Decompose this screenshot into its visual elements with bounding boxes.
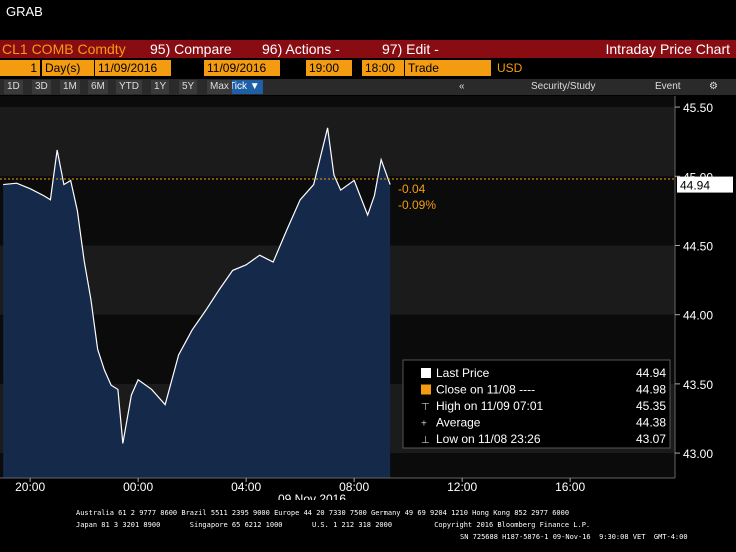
change-pct-label: -0.09% — [398, 198, 436, 212]
range-button[interactable]: 3D — [32, 80, 51, 94]
legend-swatch — [421, 368, 431, 378]
compare-menu[interactable]: 95) Compare — [150, 41, 232, 57]
range-button[interactable]: 1D — [4, 80, 23, 94]
x-tick-label: 00:00 — [123, 480, 153, 494]
chart: -0.04-0.09%43.0043.5044.0044.5045.0045.5… — [0, 96, 733, 500]
range-button[interactable]: 1Y — [151, 80, 170, 94]
security-study-button[interactable]: Security/Study — [531, 81, 596, 92]
settings-icon[interactable]: ⚙ — [709, 81, 718, 92]
legend-label: Close on 11/08 ---- — [436, 383, 535, 397]
legend-swatch — [421, 384, 431, 395]
edit-menu[interactable]: 97) Edit - — [382, 41, 439, 57]
y-tick-label: 43.00 — [683, 447, 713, 461]
ticker[interactable]: CL1 COMB Comdty — [2, 41, 126, 57]
legend-value: 44.94 — [636, 366, 666, 380]
legend: Last Price 44.94 Close on 11/08 ---- 44.98 ⊤… — [402, 359, 671, 449]
legend-icon: ⊤ — [421, 402, 430, 413]
footer-line: Australia 61 2 9777 8600 Brazil 5511 239… — [76, 509, 570, 517]
legend-icon: + — [421, 419, 427, 430]
range-button[interactable]: Max — [207, 80, 232, 94]
x-tick-label: 20:00 — [15, 480, 45, 494]
footer-line: Japan 81 3 3201 8900 Singapore 65 6212 1… — [76, 521, 591, 529]
range-button[interactable]: 6M — [88, 80, 108, 94]
x-axis-label: 09 Nov 2016 — [278, 492, 346, 500]
tick-button[interactable]: Tick ▼ — [226, 80, 263, 94]
legend-value: 43.07 — [636, 432, 666, 446]
legend-value: 45.35 — [636, 399, 666, 413]
period-unit[interactable]: Day(s) — [42, 60, 94, 76]
x-tick-label: 04:00 — [231, 480, 261, 494]
end-date[interactable]: 11/09/2016 — [204, 60, 280, 76]
menu-bar: CL1 COMB Comdty 95) Compare 96) Actions … — [0, 40, 736, 58]
range-button[interactable]: 1M — [60, 80, 80, 94]
grid-band — [0, 107, 675, 177]
x-tick-label: 16:00 — [555, 480, 585, 494]
field-select[interactable]: Trade — [405, 60, 491, 76]
settings-row: 1 Day(s) 11/09/2016 - 11/09/2016 19:00 -… — [0, 60, 736, 218]
legend-value: 44.98 — [636, 383, 666, 397]
event-button[interactable]: Event — [655, 81, 681, 92]
legend-label: Average — [436, 416, 481, 430]
footer-line: SN 725688 H187-5876-1 09-Nov-16 9:30:08 … — [460, 533, 688, 541]
panel-title: Intraday Price Chart — [605, 41, 731, 57]
x-tick-label: 08:00 — [339, 480, 369, 494]
y-tick-label: 43.50 — [683, 378, 713, 392]
currency: USD — [497, 61, 523, 75]
y-tick-label: 45.50 — [683, 101, 713, 115]
y-tick-label: 44.00 — [683, 309, 713, 323]
legend-label: High on 11/09 07:01 — [436, 399, 544, 413]
window-title: GRAB — [6, 4, 43, 19]
actions-menu[interactable]: 96) Actions - — [262, 41, 340, 57]
range-button[interactable]: YTD — [116, 80, 142, 94]
range-toolbar: Tick ▼ « Security/Study Event ⚙ 1D 3D 1M 6M… — [0, 79, 736, 95]
last-price-label: 44.94 — [680, 179, 710, 193]
back-button[interactable]: « — [459, 81, 465, 92]
legend-label: Last Price — [436, 366, 490, 380]
end-time[interactable]: 18:00 — [362, 60, 404, 76]
range-button[interactable]: 5Y — [179, 80, 198, 94]
change-label: -0.04 — [398, 182, 426, 196]
legend-icon: ⊥ — [421, 435, 430, 446]
start-date[interactable]: 11/09/2016 — [95, 60, 171, 76]
price-line — [3, 127, 391, 444]
y-tick-label: 44.50 — [683, 239, 713, 253]
legend-label: Low on 11/08 23:26 — [436, 432, 541, 446]
last-price-box — [677, 176, 733, 193]
start-time[interactable]: 19:00 — [306, 60, 352, 76]
legend-value: 44.38 — [636, 416, 666, 430]
legend-box — [402, 359, 671, 449]
x-tick-label: 12:00 — [447, 480, 477, 494]
period-field[interactable]: 1 — [0, 60, 40, 76]
